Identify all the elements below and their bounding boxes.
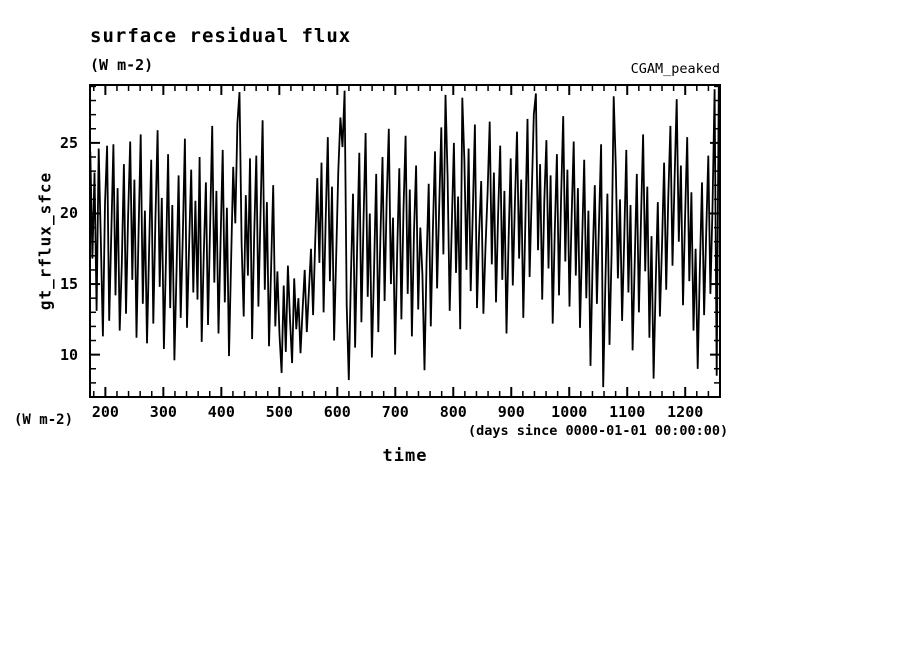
x-tick-label: 900 bbox=[497, 403, 525, 421]
y-tick-label: 10 bbox=[59, 345, 78, 364]
x-tick-label: 400 bbox=[207, 403, 235, 421]
data-series-line bbox=[89, 86, 720, 388]
y-tick-label: 20 bbox=[59, 204, 78, 223]
x-axis-units: (days since 0000-01-01 00:00:00) bbox=[468, 423, 729, 439]
x-tick-label: 500 bbox=[265, 403, 293, 421]
x-tick-label: 800 bbox=[439, 403, 467, 421]
x-tick-label: 1000 bbox=[551, 403, 588, 421]
chart-title: surface residual flux bbox=[90, 25, 352, 47]
x-tick-label: 300 bbox=[149, 403, 177, 421]
y-axis-units: (W m-2) bbox=[14, 412, 74, 428]
x-tick-label: 600 bbox=[323, 403, 351, 421]
plot-frame bbox=[89, 84, 721, 398]
x-axis-title: time bbox=[382, 446, 428, 466]
y-tick-label: 25 bbox=[59, 133, 78, 152]
y-tick-label: 15 bbox=[59, 275, 78, 294]
x-tick-label: 1100 bbox=[609, 403, 646, 421]
x-tick-label: 1200 bbox=[667, 403, 704, 421]
x-tick-label: 200 bbox=[91, 403, 119, 421]
dataset-label: CGAM_peaked bbox=[630, 61, 720, 77]
x-tick-label: 700 bbox=[381, 403, 409, 421]
chart-units-top: (W m-2) bbox=[90, 56, 154, 74]
